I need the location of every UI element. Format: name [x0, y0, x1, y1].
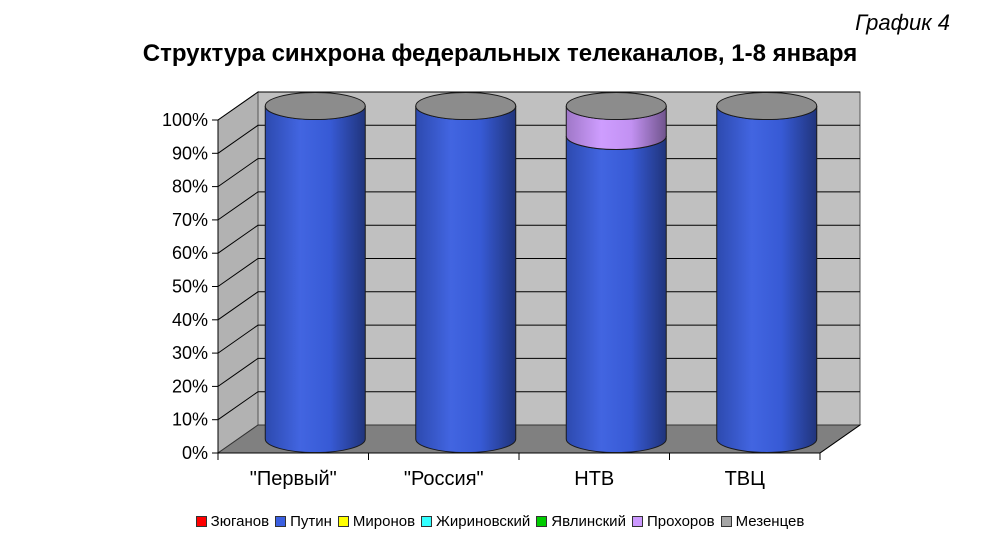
cylinder-top	[415, 92, 517, 120]
legend-label: Прохоров	[646, 513, 715, 530]
chart-title: Структура синхрона федеральных телеканал…	[142, 40, 858, 67]
cylinder-top	[565, 92, 667, 120]
y-tick-label: 20%	[172, 376, 208, 396]
legend-label: Миронов	[352, 513, 416, 530]
bar-segment	[264, 105, 366, 453]
bar-segment	[716, 105, 818, 453]
y-tick-label: 40%	[172, 310, 208, 330]
legend-item: Явлинский	[536, 513, 626, 530]
legend-item: Жириновский	[421, 513, 530, 530]
cylinder	[565, 92, 667, 453]
cylinder-top	[264, 92, 366, 120]
cylinder-top	[716, 92, 818, 120]
y-tick-label: 70%	[172, 210, 208, 230]
legend-swatch	[421, 516, 433, 527]
legend-item: Мезенцев	[720, 513, 805, 530]
y-tick-label: 80%	[172, 177, 208, 197]
y-tick-label: 60%	[172, 243, 208, 263]
y-tick-label: 0%	[182, 443, 208, 463]
y-tick-label: 50%	[172, 277, 208, 297]
y-tick-label: 100%	[162, 110, 208, 130]
floor-edge	[819, 424, 861, 454]
legend-swatch	[275, 516, 287, 527]
gridline	[217, 91, 860, 121]
x-tick-label: "Первый"	[250, 468, 337, 490]
x-tick-label: НТВ	[574, 468, 614, 490]
cylinder	[415, 92, 517, 453]
plot-area: 0% 10% 20% 30% 40% 50% 60% 70% 80% 90% 100% "Первый…	[162, 91, 862, 490]
x-tick-label: "Россия"	[404, 468, 484, 490]
bar-segment	[565, 135, 667, 453]
legend-swatch	[536, 516, 548, 527]
legend-swatch	[195, 516, 207, 527]
legend-label: Явлинский	[551, 513, 626, 530]
y-tick-label: 30%	[172, 343, 208, 363]
legend-item: Миронов	[337, 513, 416, 530]
bar-segment	[415, 105, 517, 453]
legend-item: Прохоров	[631, 513, 715, 530]
legend-swatch	[631, 516, 643, 527]
legend-item: Зюганов	[195, 513, 270, 530]
legend-label: Мезенцев	[735, 513, 805, 530]
legend-item: Путин	[275, 513, 332, 530]
legend-swatch	[720, 516, 732, 527]
cylinder	[716, 92, 818, 453]
y-tick-label: 10%	[172, 410, 208, 430]
cylinder	[264, 92, 366, 453]
legend-label: Зюганов	[210, 513, 270, 530]
x-tick-label: ТВЦ	[725, 468, 766, 490]
legend-swatch	[337, 516, 349, 527]
chart-label: График 4	[855, 10, 950, 35]
y-tick-label: 90%	[172, 143, 208, 163]
legend-label: Жириновский	[436, 513, 531, 530]
legend: Зюганов Путин Миронов Жириновский Явлинский П…	[0, 513, 1000, 530]
legend-label: Путин	[290, 513, 332, 530]
